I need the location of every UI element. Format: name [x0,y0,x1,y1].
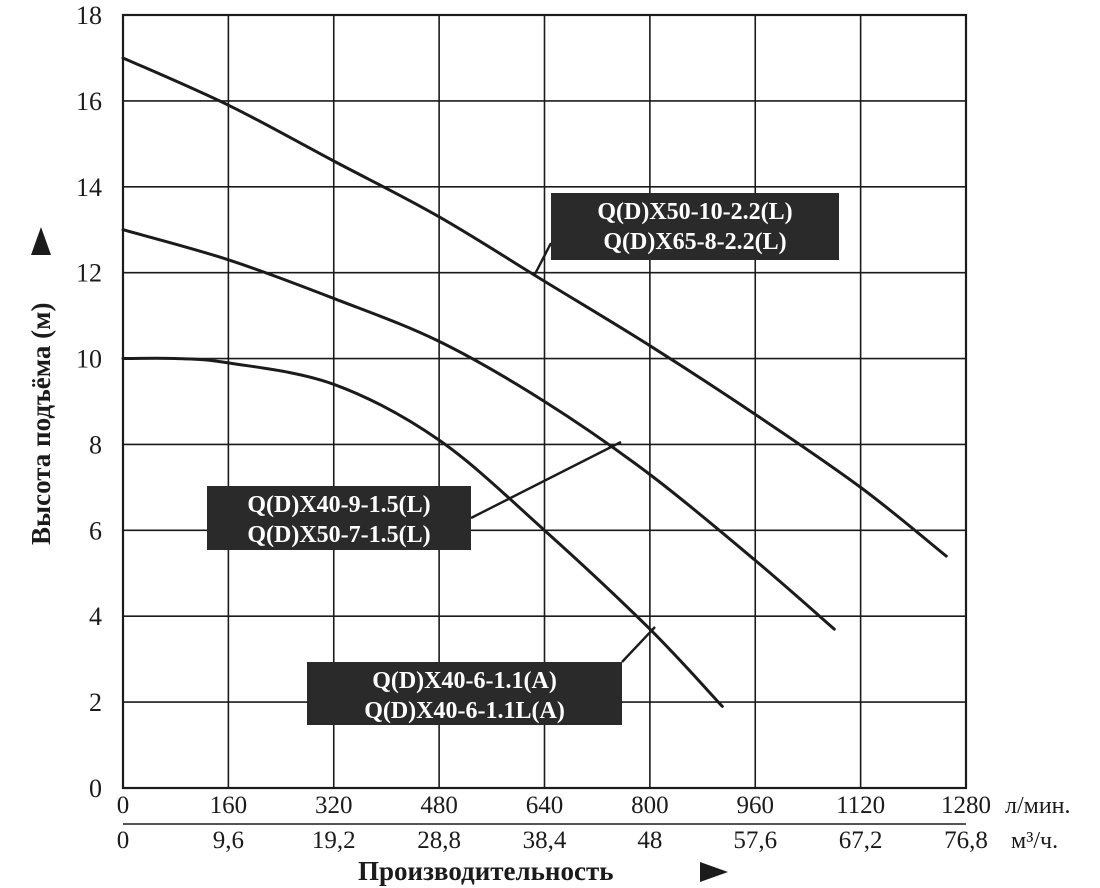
y-tick-label: 16 [76,87,102,116]
x-tick-label-m3h: 9,6 [213,827,244,854]
y-tick-label: 6 [89,516,102,545]
series-callout-3: Q(D)X40-6-1.1(A) Q(D)X40-6-1.1L(A) [307,626,656,725]
x-tick-label-lpm: 960 [737,792,775,819]
callout-label: Q(D)X40-6-1.1L(A) [364,698,565,724]
x-tick-label-lpm: 320 [315,792,353,819]
x-tick-label-lpm: 1120 [836,792,885,819]
series-line-2 [121,228,836,631]
callout-leader-line [621,626,656,663]
x-tick-label-lpm: 800 [631,792,669,819]
callout-box [551,193,839,260]
x-tick-label-m3h: 57,6 [733,827,777,854]
y-tick-label: 0 [89,774,102,803]
x-tick-label-m3h: 28,8 [417,827,461,854]
x-tick-label-lpm: 160 [210,792,248,819]
x-tick-label-lpm: 480 [420,792,458,819]
series-line-1 [121,56,948,558]
callout-label: Q(D)X65-8-2.2(L) [603,229,786,255]
callout-leader-line [532,242,553,277]
x-unit-m3h: м³/ч. [1011,828,1058,854]
y-axis-arrow-icon [31,227,51,255]
callout-box [307,662,622,725]
x-tick-label-m3h: 48 [637,827,662,854]
y-tick-label: 18 [76,1,102,30]
x-axis-title-group: Производительность [358,856,728,886]
y-tick-label: 8 [89,430,102,459]
y-tick-label: 2 [89,688,102,717]
callout-box [207,486,471,550]
series-line-3 [121,356,724,708]
callout-leader-line [470,440,622,520]
x-tick-label-m3h: 0 [117,827,130,854]
curves [121,56,948,708]
plot-frame [121,13,968,790]
callouts: Q(D)X50-10-2.2(L) Q(D)X65-8-2.2(L) Q(D)X40… [207,193,839,725]
x-tick-label-m3h: 67,2 [839,827,883,854]
series-callout-1: Q(D)X50-10-2.2(L) Q(D)X65-8-2.2(L) [532,193,839,277]
y-tick-label: 12 [76,259,102,288]
callout-label: Q(D)X50-7-1.5(L) [247,522,430,548]
x-tick-label-m3h: 76,8 [944,827,988,854]
callout-label: Q(D)X40-9-1.5(L) [247,492,430,518]
x-tick-label-lpm: 0 [117,792,130,819]
y-axis-title-group: Высота подъёма (м) [26,227,56,545]
x-tick-label-lpm: 1280 [941,792,991,819]
y-tick-label: 14 [76,173,102,202]
y-tick-label: 4 [89,602,102,631]
x-tick-label-lpm: 640 [526,792,564,819]
x-unit-lpm: л/мин. [1005,793,1071,819]
y-axis-title: Высота подъёма (м) [26,302,56,545]
x-tick-label-m3h: 38,4 [523,827,567,854]
y-tick-label: 10 [76,345,102,374]
x-axis-title: Производительность [358,856,614,886]
callout-label: Q(D)X40-6-1.1(A) [372,668,557,694]
x-axis-arrow-icon [700,862,728,882]
series-callout-2: Q(D)X40-9-1.5(L) Q(D)X50-7-1.5(L) [207,440,622,550]
callout-label: Q(D)X50-10-2.2(L) [597,199,792,225]
x-tick-label-m3h: 19,2 [312,827,356,854]
